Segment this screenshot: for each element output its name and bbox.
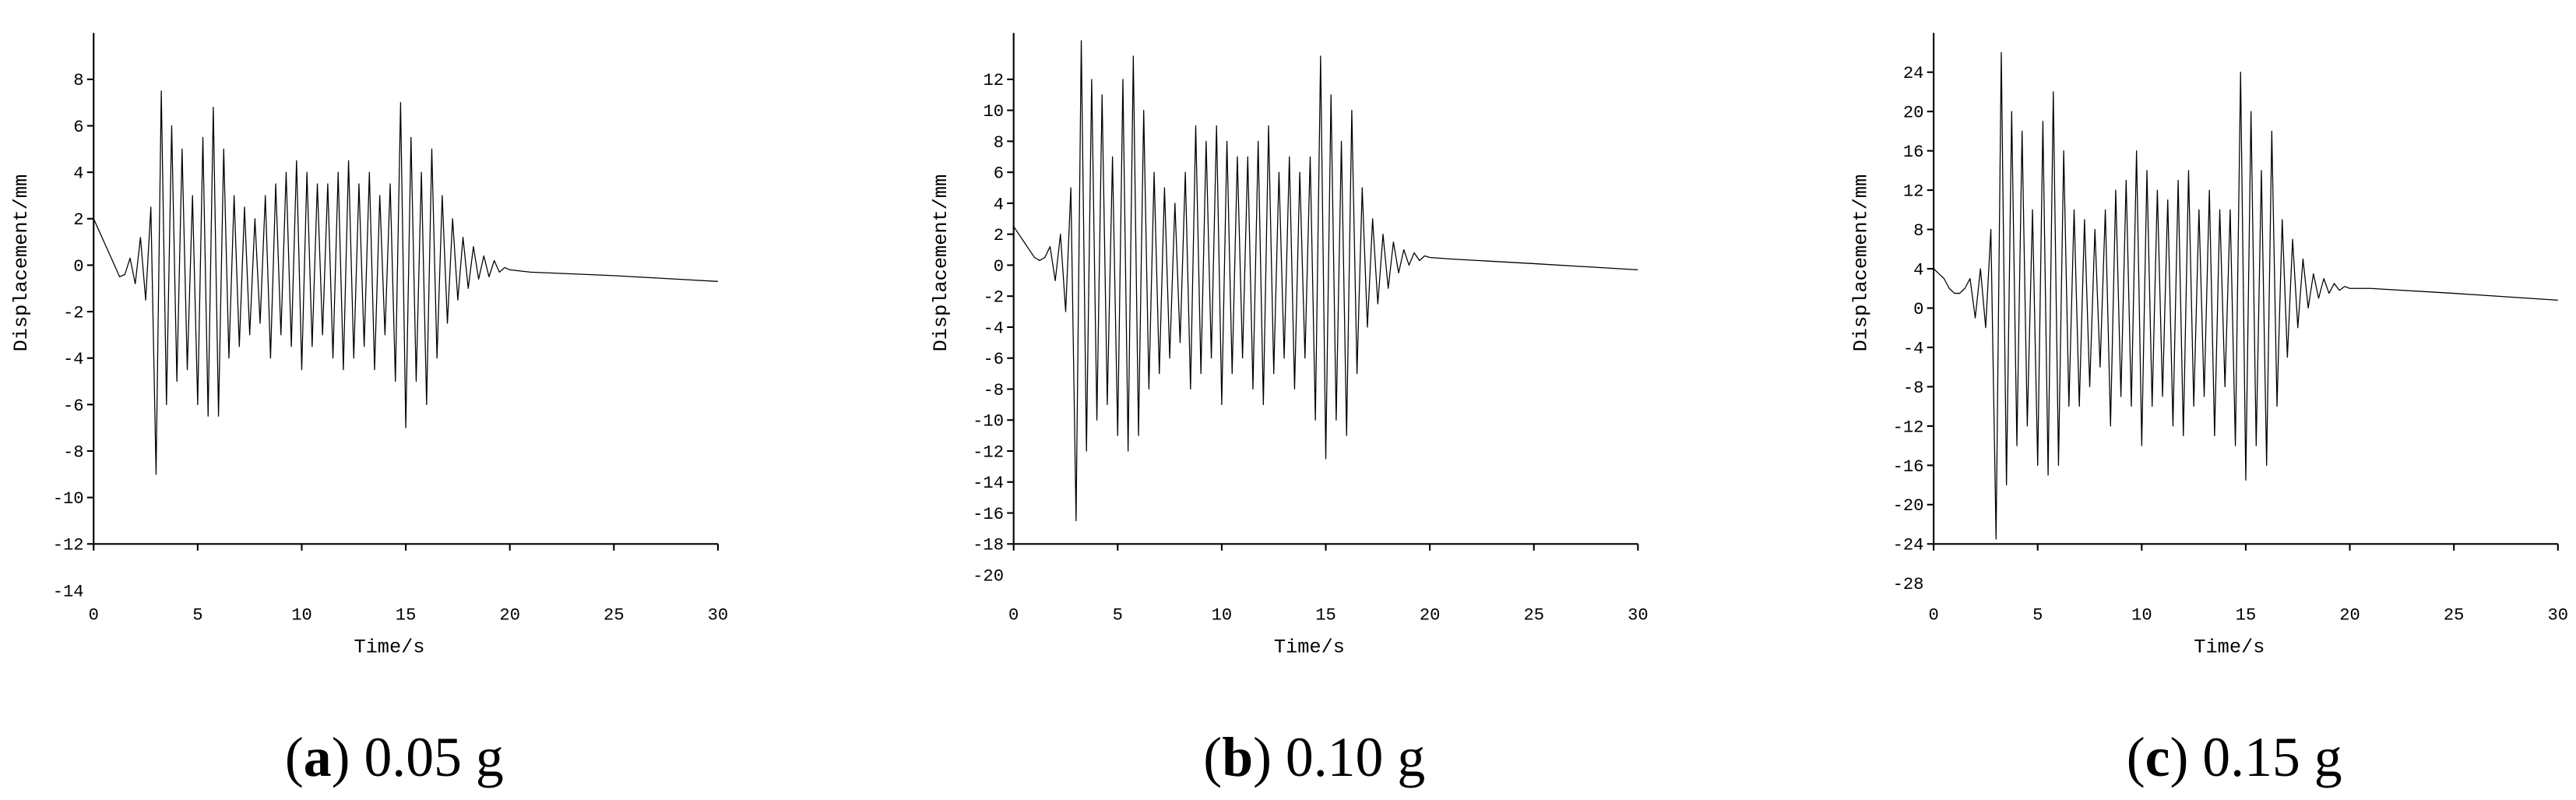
y-tick-label: -10 xyxy=(53,489,84,509)
x-tick-label: 10 xyxy=(2131,605,2152,625)
panel: -14 -12 -10 -8 -6 -4 -2 0 2 4 6 8 0 5 10 15 20 25 30 Time/s… xyxy=(10,33,728,788)
y-tick-label: -8 xyxy=(1903,379,1924,398)
y-tick-label: 4 xyxy=(73,164,83,184)
y-tick-label: -6 xyxy=(983,350,1004,369)
data-line xyxy=(1013,40,1638,522)
x-tick-label: 25 xyxy=(604,605,625,625)
x-tick-label: 30 xyxy=(1628,605,1649,625)
y-tick-label: -4 xyxy=(1903,339,1924,358)
y-tick-label: -16 xyxy=(973,505,1004,524)
x-tick-label: 5 xyxy=(2032,605,2043,625)
y-tick-label: -2 xyxy=(983,288,1004,308)
data-line xyxy=(93,90,718,475)
x-tick-label: 30 xyxy=(708,605,729,625)
y-tick-label: -20 xyxy=(973,566,1004,586)
y-tick-label: 4 xyxy=(1913,260,1923,280)
y-tick-label: -4 xyxy=(63,350,84,369)
y-tick-label: 12 xyxy=(1903,181,1924,201)
y-tick-label: 2 xyxy=(73,210,83,230)
x-tick-label: 25 xyxy=(1523,605,1544,625)
caption-part: b xyxy=(1222,726,1253,788)
y-tick-label: -8 xyxy=(983,381,1004,400)
y-tick-label: -10 xyxy=(973,412,1004,432)
y-tick-label: -20 xyxy=(1893,496,1924,516)
y-axis-label: Displacement/mm xyxy=(930,174,952,352)
y-tick-label: -18 xyxy=(973,536,1004,555)
y-tick-label: 8 xyxy=(73,71,83,90)
caption-part: a xyxy=(304,726,332,788)
caption: (a) 0.05 g xyxy=(285,726,504,788)
x-tick-label: 10 xyxy=(291,605,312,625)
y-tick-label: 8 xyxy=(1913,221,1923,241)
y-tick-label: 10 xyxy=(983,102,1004,122)
x-tick-label: 20 xyxy=(499,605,520,625)
x-tick-label: 20 xyxy=(2339,605,2360,625)
x-tick-label: 15 xyxy=(396,605,417,625)
y-tick-label: 0 xyxy=(994,257,1004,277)
y-tick-label: -12 xyxy=(53,536,84,555)
caption-part: ) 0.05 g xyxy=(332,726,504,788)
caption-part: ) 0.15 g xyxy=(2170,726,2342,788)
y-tick-label: -24 xyxy=(1893,536,1924,555)
x-axis-label: Time/s xyxy=(1274,636,1345,659)
y-axis-label: Displacement/mm xyxy=(1850,174,1873,352)
x-tick-label: 30 xyxy=(2548,605,2569,625)
x-tick-label: 0 xyxy=(1928,605,1938,625)
x-axis-label: Time/s xyxy=(2194,636,2265,659)
x-tick-label: 25 xyxy=(2444,605,2465,625)
caption-part: c xyxy=(2145,726,2170,788)
y-tick-label: 2 xyxy=(994,226,1004,245)
x-tick-label: 10 xyxy=(1212,605,1233,625)
y-tick-label: 0 xyxy=(1913,300,1923,319)
x-tick-label: 15 xyxy=(1315,605,1336,625)
x-tick-label: 5 xyxy=(192,605,202,625)
x-tick-label: 0 xyxy=(1008,605,1019,625)
y-tick-label: 0 xyxy=(73,257,83,277)
y-tick-label: 16 xyxy=(1903,143,1924,162)
y-tick-label: 24 xyxy=(1903,64,1924,83)
caption-part: ( xyxy=(2127,726,2145,788)
y-tick-label: -14 xyxy=(973,474,1004,493)
y-tick-label: -4 xyxy=(983,319,1004,338)
y-tick-label: 6 xyxy=(994,164,1004,184)
x-tick-label: 20 xyxy=(1420,605,1441,625)
y-tick-label: -8 xyxy=(63,442,84,462)
panel: -28 -24 -20 -16 -12 -8 -4 0 4 8 12 16 20 24 0 5 10 15 20 25… xyxy=(1850,33,2568,788)
y-tick-label: 20 xyxy=(1903,104,1924,123)
y-tick-label: 4 xyxy=(994,195,1004,214)
y-tick-label: -14 xyxy=(53,582,84,601)
x-tick-label: 5 xyxy=(1113,605,1123,625)
y-tick-label: -12 xyxy=(1893,418,1924,437)
data-line xyxy=(1933,51,2558,540)
y-tick-label: -12 xyxy=(973,442,1004,462)
y-tick-label: -28 xyxy=(1893,575,1924,594)
x-axis-label: Time/s xyxy=(354,636,424,659)
caption-part: ) 0.10 g xyxy=(1253,726,1425,788)
x-tick-label: 0 xyxy=(89,605,99,625)
y-tick-label: 6 xyxy=(73,118,83,137)
caption-part: ( xyxy=(285,726,304,788)
y-tick-label: -6 xyxy=(63,396,84,416)
x-tick-label: 15 xyxy=(2236,605,2257,625)
caption: (b) 0.10 g xyxy=(1203,726,1425,788)
y-axis-label: Displacement/mm xyxy=(10,174,33,352)
y-tick-label: -16 xyxy=(1893,457,1924,477)
y-tick-label: 8 xyxy=(994,133,1004,153)
caption-part: ( xyxy=(1203,726,1222,788)
caption: (c) 0.15 g xyxy=(2127,726,2342,788)
y-tick-label: -2 xyxy=(63,303,84,322)
y-tick-label: 12 xyxy=(983,71,1004,90)
